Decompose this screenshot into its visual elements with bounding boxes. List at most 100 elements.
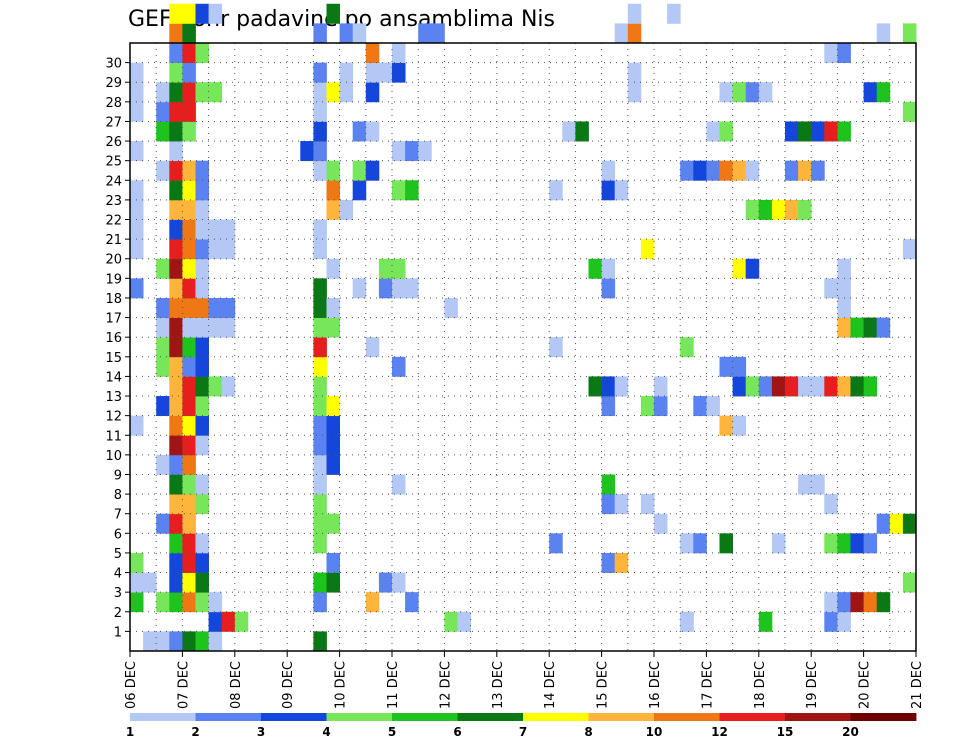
y-tick-label: 17 xyxy=(105,312,122,327)
heatmap-cell xyxy=(601,258,616,279)
x-tick-label: 09 DEC xyxy=(281,661,296,709)
heatmap-cell xyxy=(169,454,183,475)
heatmap-cell xyxy=(156,396,170,417)
heatmap-cell xyxy=(313,160,327,181)
colorbar-segment xyxy=(130,713,196,721)
heatmap-cell xyxy=(627,23,642,44)
heatmap-cell xyxy=(221,611,236,632)
colorbar-tick-label: 7 xyxy=(519,725,527,739)
heatmap-cell xyxy=(588,376,602,397)
heatmap-cell xyxy=(156,297,170,318)
heatmap-cell xyxy=(405,141,419,162)
heatmap-cell xyxy=(156,82,170,103)
heatmap-cell xyxy=(221,239,236,260)
x-tick-label: 16 DEC xyxy=(648,661,663,709)
colorbar-segment xyxy=(850,713,917,721)
heatmap-cell xyxy=(365,337,380,358)
heatmap-cell xyxy=(706,160,720,181)
heatmap-cell xyxy=(693,160,707,181)
heatmap-cell xyxy=(313,297,327,318)
x-tick-label: 06 DEC xyxy=(124,661,139,709)
heatmap-cell xyxy=(627,82,642,103)
heatmap-cell xyxy=(326,82,340,103)
y-tick-label: 15 xyxy=(105,351,122,366)
heatmap-cell xyxy=(719,533,733,554)
y-tick-label: 25 xyxy=(105,155,122,170)
heatmap-cell xyxy=(326,317,340,338)
heatmap-cell xyxy=(182,219,196,240)
heatmap-cell xyxy=(182,43,196,64)
y-tick-label: 18 xyxy=(105,292,122,307)
heatmap-cell xyxy=(392,141,406,162)
heatmap-cell xyxy=(195,552,209,573)
heatmap-cell xyxy=(313,513,327,534)
heatmap-cell xyxy=(785,199,799,220)
heatmap-cell xyxy=(182,435,196,456)
heatmap-cell xyxy=(771,533,786,554)
y-tick-label: 7 xyxy=(114,508,122,523)
heatmap-cell xyxy=(208,611,223,632)
heatmap-cell xyxy=(824,43,838,64)
heatmap-cell xyxy=(169,297,183,318)
colorbar-tick-label: 6 xyxy=(453,725,461,739)
heatmap-cell xyxy=(654,396,668,417)
heatmap-cell xyxy=(313,572,327,593)
heatmap-cell xyxy=(182,533,196,554)
heatmap-cell xyxy=(444,611,458,632)
heatmap-cell xyxy=(706,121,720,142)
heatmap-cell xyxy=(169,317,183,338)
heatmap-cell xyxy=(640,396,655,417)
heatmap-cell xyxy=(431,23,445,44)
heatmap-cell xyxy=(326,396,340,417)
y-tick-label: 9 xyxy=(114,468,122,483)
heatmap-cell xyxy=(169,415,183,436)
heatmap-cell xyxy=(549,337,563,358)
heatmap-cell xyxy=(195,199,209,220)
heatmap-cell xyxy=(392,356,406,377)
heatmap-cell xyxy=(169,23,183,44)
heatmap-cell xyxy=(195,258,209,279)
heatmap-cell xyxy=(169,121,183,142)
heatmap-cell xyxy=(837,297,851,318)
heatmap-cell xyxy=(221,376,236,397)
heatmap-cell xyxy=(863,82,878,103)
heatmap-cell xyxy=(169,376,183,397)
heatmap-cell xyxy=(745,258,760,279)
heatmap-cell xyxy=(182,121,196,142)
colorbar-tick-label: 10 xyxy=(646,725,663,739)
heatmap-cell xyxy=(837,43,851,64)
heatmap-cell xyxy=(182,513,196,534)
colorbar-tick-label: 20 xyxy=(842,725,859,739)
heatmap-cell xyxy=(876,317,891,338)
heatmap-cell xyxy=(392,180,406,201)
colorbar-segment xyxy=(588,713,655,721)
heatmap-cell xyxy=(601,278,616,299)
heatmap-cell xyxy=(313,415,327,436)
y-tick-label: 14 xyxy=(105,370,122,385)
heatmap-cell xyxy=(313,62,327,83)
heatmap-cell xyxy=(130,415,144,436)
heatmap-cell xyxy=(758,82,773,103)
heatmap-cell xyxy=(169,631,183,652)
heatmap-cell xyxy=(208,239,223,260)
heatmap-cell xyxy=(195,43,209,64)
heatmap-cell xyxy=(182,552,196,573)
heatmap-cell xyxy=(156,160,170,181)
heatmap-cell xyxy=(182,337,196,358)
heatmap-cell xyxy=(169,592,183,613)
heatmap-cell xyxy=(313,592,327,613)
x-tick-label: 19 DEC xyxy=(805,661,820,709)
heatmap-cell xyxy=(195,494,209,515)
heatmap-cell xyxy=(365,121,380,142)
heatmap-cell xyxy=(195,533,209,554)
heatmap-cell xyxy=(182,3,196,24)
heatmap-cell xyxy=(182,415,196,436)
heatmap-cell xyxy=(313,278,327,299)
heatmap-cell xyxy=(313,435,327,456)
heatmap-cell xyxy=(654,376,668,397)
heatmap-cell xyxy=(798,376,812,397)
heatmap-cell xyxy=(169,435,183,456)
heatmap-cell xyxy=(627,62,642,83)
y-tick-label: 2 xyxy=(114,606,122,621)
heatmap-cell xyxy=(326,454,340,475)
